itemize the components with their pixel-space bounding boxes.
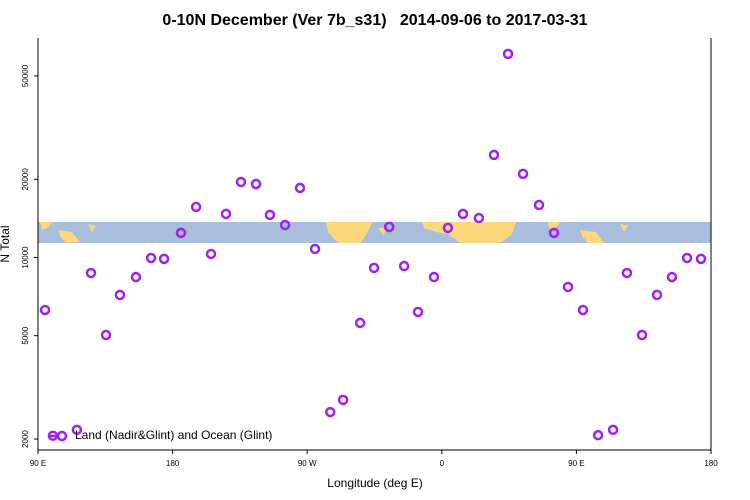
land xyxy=(326,222,386,243)
point xyxy=(681,252,693,264)
point xyxy=(517,168,529,180)
x-tick-label: 90 E xyxy=(568,459,584,468)
point xyxy=(398,260,410,272)
y-tick-label: 2000 xyxy=(21,430,30,448)
point xyxy=(250,178,262,190)
point xyxy=(428,271,440,283)
land xyxy=(40,222,96,243)
point xyxy=(666,271,678,283)
point xyxy=(607,424,619,436)
y-axis-label: N Total xyxy=(0,225,12,262)
legend-label: Land (Nadir&Glint) and Ocean (Glint) xyxy=(75,428,272,442)
point xyxy=(695,253,707,265)
point xyxy=(488,149,500,161)
x-tick-label: 90 W xyxy=(298,459,317,468)
point xyxy=(190,201,202,213)
point xyxy=(621,267,633,279)
point xyxy=(442,222,454,234)
point xyxy=(562,281,574,293)
chart-title: 0-10N December (Ver 7b_s31) 2014-09-06 t… xyxy=(162,12,587,29)
point xyxy=(354,317,366,329)
point xyxy=(592,429,604,441)
point xyxy=(294,182,306,194)
point xyxy=(145,252,157,264)
point xyxy=(71,424,83,436)
point xyxy=(158,253,170,265)
point xyxy=(368,262,380,274)
point xyxy=(533,199,545,211)
point xyxy=(100,329,112,341)
point xyxy=(114,289,126,301)
point xyxy=(502,48,514,60)
point xyxy=(457,208,469,220)
point xyxy=(130,271,142,283)
point xyxy=(548,227,560,239)
point xyxy=(39,304,51,316)
x-axis-label: Longitude (deg E) xyxy=(327,476,422,490)
ocean-band xyxy=(38,222,711,243)
x-tick-label: 180 xyxy=(166,459,180,468)
y-tick-label: 10000 xyxy=(21,246,30,269)
y-tick-label: 50000 xyxy=(21,64,30,87)
point xyxy=(412,306,424,318)
point xyxy=(175,227,187,239)
point xyxy=(205,248,217,260)
point xyxy=(324,406,336,418)
x-tick-label: 0 xyxy=(440,459,445,468)
point xyxy=(85,267,97,279)
x-tick-label: 180 xyxy=(704,459,718,468)
point xyxy=(636,329,648,341)
point xyxy=(279,219,291,231)
y-tick-label: 20000 xyxy=(21,168,30,191)
map-strip xyxy=(38,222,711,243)
point xyxy=(577,304,589,316)
point xyxy=(309,243,321,255)
point xyxy=(235,176,247,188)
point xyxy=(337,394,349,406)
x-tick-label: 90 E xyxy=(30,459,46,468)
point xyxy=(220,208,232,220)
point xyxy=(651,289,663,301)
point xyxy=(473,212,485,224)
point xyxy=(264,209,276,221)
land xyxy=(422,222,516,243)
legend-marker xyxy=(56,430,68,442)
land xyxy=(548,222,628,243)
point xyxy=(383,221,395,233)
y-tick-label: 5000 xyxy=(21,326,30,344)
